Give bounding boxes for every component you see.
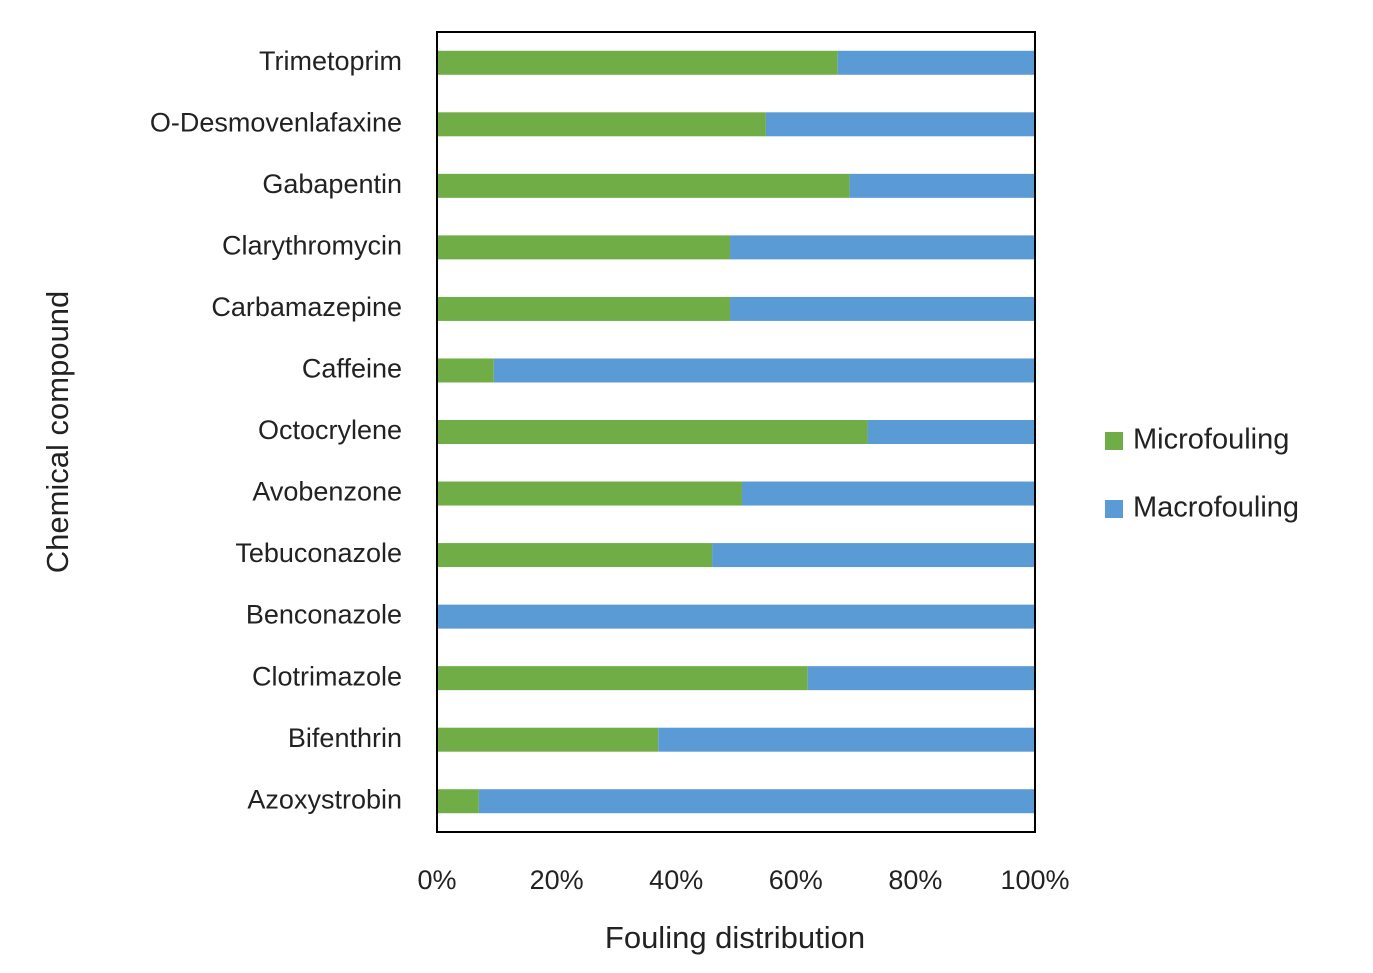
x-tick-label: 0% [417, 865, 456, 895]
bar-segment [493, 358, 1035, 383]
legend-label: Macrofouling [1133, 492, 1299, 524]
y-tick-label: Bifenthrin [288, 723, 402, 753]
y-tick-label: Caffeine [302, 354, 402, 384]
y-tick-label: O-Desmovenlafaxine [150, 107, 402, 137]
bar-segment [437, 543, 713, 568]
bar-segment [765, 112, 1035, 137]
y-tick-label: Clarythromycin [222, 231, 402, 261]
bar-segment [437, 358, 494, 383]
y-tick-label: Benconazole [246, 600, 402, 630]
bar-segment [437, 604, 1035, 629]
x-tick-label: 80% [888, 865, 942, 895]
legend-swatch [1105, 432, 1123, 450]
y-tick-label: Octocrylene [258, 415, 402, 445]
bar-segment [837, 50, 1035, 75]
bar-segment [437, 666, 808, 691]
bar-segment [437, 235, 731, 260]
y-tick-label: Avobenzone [252, 477, 402, 507]
y-tick-label: Tebuconazole [235, 538, 402, 568]
legend-label: Microfouling [1133, 424, 1289, 456]
legend-swatch [1105, 500, 1123, 518]
x-tick-label: 100% [1000, 865, 1069, 895]
bar-segment [437, 789, 479, 814]
bar-segment [437, 420, 868, 444]
bar-segment [437, 112, 766, 137]
bar-segment [741, 481, 1035, 506]
bar-segment [658, 727, 1035, 752]
bar-segment [712, 543, 1035, 568]
bar-segment [478, 789, 1035, 814]
y-tick-label: Trimetoprim [259, 46, 402, 76]
bar-segment [437, 173, 850, 198]
y-tick-label: Azoxystrobin [247, 784, 402, 814]
plot-frame [436, 31, 1036, 833]
x-tick-label: 60% [769, 865, 823, 895]
y-tick-label: Gabapentin [262, 169, 402, 199]
y-tick-label: Clotrimazole [252, 661, 402, 691]
bar-segment [730, 296, 1035, 321]
bar-segment [730, 235, 1035, 260]
bar-segment [437, 50, 838, 75]
bar-segment [807, 666, 1035, 691]
x-tick-label: 20% [530, 865, 584, 895]
x-tick-label: 40% [649, 865, 703, 895]
bar-segment [437, 296, 731, 321]
bar-segment [867, 420, 1035, 444]
bar-segment [437, 481, 742, 506]
bar-segment [849, 173, 1035, 198]
x-axis-label: Fouling distribution [605, 920, 865, 955]
bar-segment [437, 727, 659, 752]
y-tick-label: Carbamazepine [211, 292, 402, 322]
y-axis-label: Chemical compound [40, 291, 75, 574]
